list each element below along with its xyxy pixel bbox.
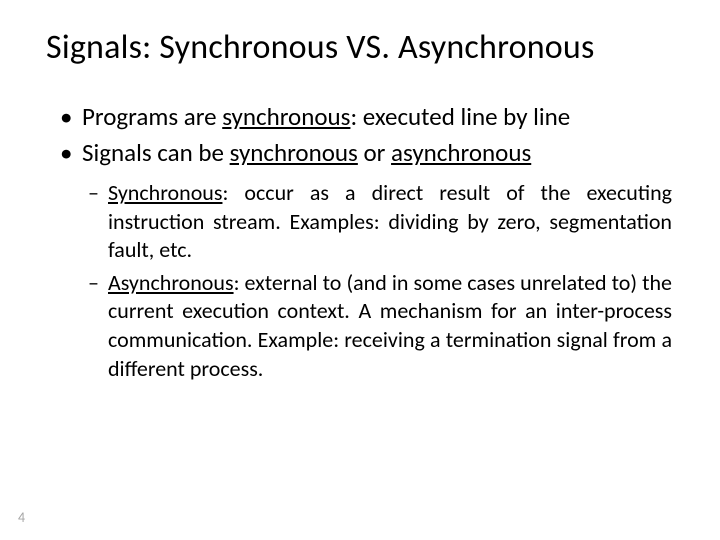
- bullet-text: : executed line by line: [350, 101, 570, 132]
- bullet-item: Signals can be synchronous or asynchrono…: [60, 137, 674, 169]
- bullet-text: or: [358, 137, 391, 168]
- bullet-item: Programs are synchronous: executed line …: [60, 101, 674, 133]
- sub-bullet-item: Asynchronous: external to (and in some c…: [88, 269, 672, 383]
- sub-label: Asynchronous: [108, 269, 234, 296]
- bullet-text: Programs are: [82, 101, 222, 132]
- bullet-underline: synchronous: [222, 101, 350, 132]
- slide-title: Signals: Synchronous VS. Asynchronous: [46, 28, 674, 67]
- page-number: 4: [18, 509, 25, 526]
- bullet-text: Signals can be: [82, 137, 230, 168]
- sub-label: Synchronous: [108, 179, 222, 206]
- bullet-list: Programs are synchronous: executed line …: [46, 101, 674, 169]
- sub-bullet-item: Synchronous: occur as a direct result of…: [88, 179, 672, 265]
- bullet-underline: synchronous: [230, 137, 358, 168]
- slide: Signals: Synchronous VS. Asynchronous Pr…: [0, 0, 720, 540]
- bullet-underline: asynchronous: [391, 137, 531, 168]
- sub-bullet-list: Synchronous: occur as a direct result of…: [46, 179, 674, 383]
